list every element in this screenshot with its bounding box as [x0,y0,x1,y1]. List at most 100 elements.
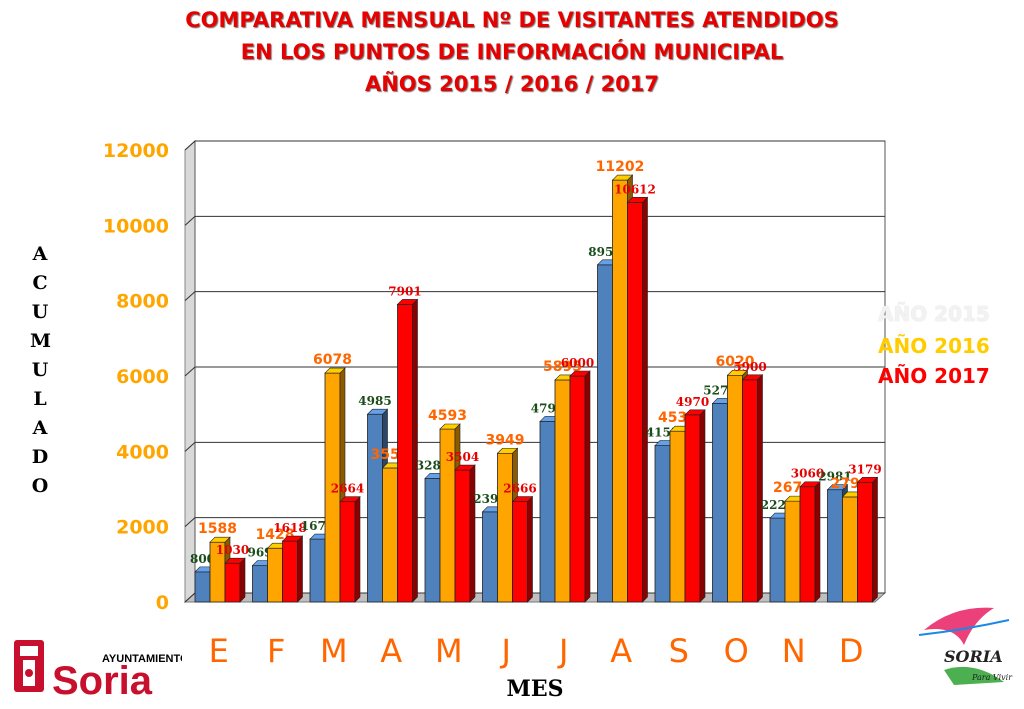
legend-item-2016: AÑO 2016 [878,334,990,358]
y-tick-label: 4000 [116,441,169,463]
bar-side [757,374,763,603]
data-label: 6078 [313,352,352,368]
bar [742,379,758,603]
bar-top [454,464,476,471]
data-label: 4593 [428,408,467,424]
data-label: 3949 [486,432,525,448]
x-tick-label: A [380,632,402,670]
gridline [184,441,885,452]
bar [382,467,398,603]
data-label: 7901 [388,284,421,298]
bar-side [699,409,706,603]
gridline [184,366,885,377]
chart-title-line-1: COMPARATIVA MENSUAL Nº DE VISITANTES ATE… [185,8,839,32]
y-tick-label: 10000 [103,215,169,237]
bar [482,511,498,603]
y-tick-label: 2000 [116,517,169,539]
bar [424,478,441,603]
y-axis-label-letter: U [31,301,49,323]
y-axis-label-letter: A [32,417,48,439]
x-tick-label: M [320,632,348,670]
data-label: 800 [190,552,215,566]
bar [454,469,471,603]
data-label: 1030 [216,543,249,557]
x-tick-label: M [435,632,463,670]
x-tick-label: E [209,632,229,670]
data-label: 11202 [596,159,645,175]
bar [267,547,283,603]
bar [497,452,513,603]
ayuntamiento-soria-logo: AYUNTAMIENTO Soria [12,636,189,703]
gridline [184,291,885,302]
data-label: 3179 [848,462,881,476]
bar-side [642,196,648,603]
data-label: 2666 [503,482,536,496]
data-label: 2664 [331,482,364,496]
bar [669,430,686,603]
y-axis-label-letter: M [30,330,52,352]
bar [597,264,613,603]
bar-top [684,409,706,416]
bar-top [496,447,519,454]
y-axis-label-letter: A [32,243,48,265]
bar [769,517,786,603]
bar [827,489,843,603]
x-tick-label: F [267,632,285,670]
x-tick-label: A [610,632,632,670]
bar [842,496,858,603]
bar [539,421,556,603]
bar [857,481,873,603]
data-label: 3060 [791,467,824,481]
bar-side [872,476,878,603]
bar-side [239,557,246,603]
svg-text:SORIA: SORIA [944,647,1003,666]
bar-top [281,535,304,542]
data-label: 10612 [614,182,656,196]
data-label: 2981 [818,470,851,484]
y-axis-label-letter: L [33,388,47,410]
bar [712,403,728,603]
bar-side [584,370,591,603]
bar [612,179,628,603]
chart-title-line-2: EN LOS PUNTOS DE INFORMACIÓN MUNICIPAL [240,40,784,64]
soria-para-vivir-logo: SORIA Para Vivir [914,600,1014,694]
bar [224,562,241,603]
bar [252,565,268,603]
bar-side [412,298,418,603]
bar-top [324,367,346,374]
x-tick-label: O [724,632,749,670]
data-label: 6000 [561,356,594,370]
bar-top [569,370,591,377]
gridline [184,140,885,151]
legend-item-2017: AÑO 2017 [878,364,990,388]
bar-top [626,196,649,203]
x-tick-label: J [500,632,511,670]
data-label: 5900 [733,360,766,374]
svg-text:AYUNTAMIENTO: AYUNTAMIENTO [102,653,182,665]
bar-top [826,484,849,491]
data-label: 1618 [273,521,306,535]
bar [627,201,643,603]
data-label: 4985 [358,394,391,408]
legend-item-2015: AÑO 2015 [878,302,990,326]
data-label: 5895 [543,359,582,375]
x-tick-label: D [839,632,864,670]
y-tick-label: 12000 [103,140,169,162]
svg-text:Soria: Soria [52,659,153,698]
bar [799,486,816,603]
bar-top [439,423,461,430]
chart-title-line-3: AÑOS 2015 / 2016 / 2017 [364,72,660,96]
bar-side [814,481,821,603]
y-axis-label-letter: D [31,446,49,468]
bar [512,501,528,603]
bar-top [209,536,231,543]
bar [367,413,383,603]
bar-side [354,495,361,603]
bar [194,571,211,603]
y-tick-label: 8000 [116,291,169,313]
bar-top [366,408,389,415]
bar [654,445,671,603]
x-tick-label: J [557,632,568,670]
